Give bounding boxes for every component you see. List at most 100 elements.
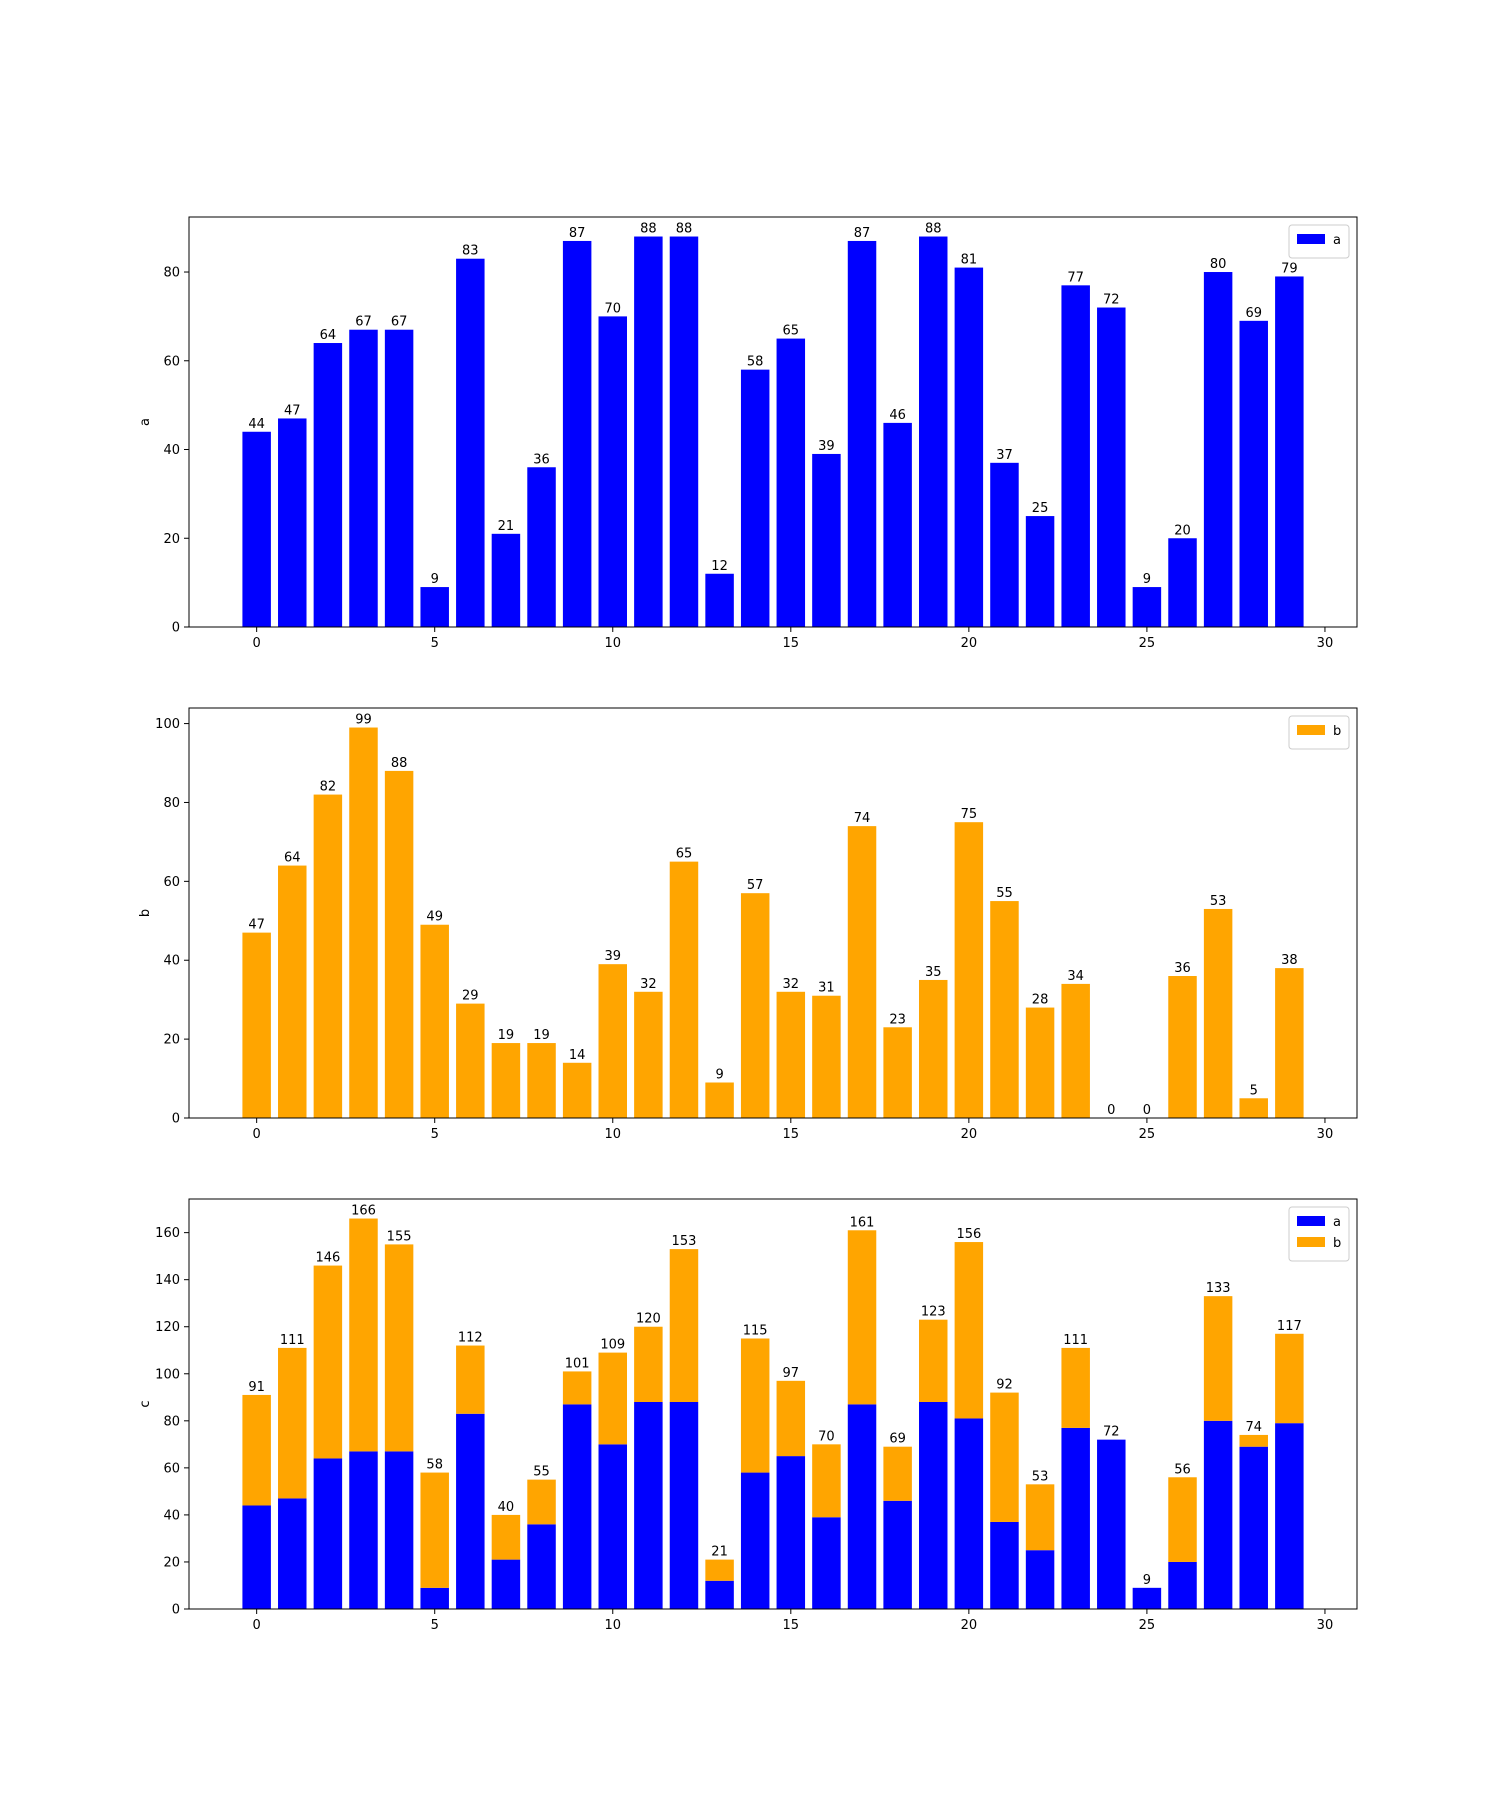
y-tick-label: 140 bbox=[155, 1273, 180, 1288]
bar-b-23 bbox=[1061, 983, 1090, 1118]
bar-value-label: 67 bbox=[391, 315, 408, 330]
bar-b-12 bbox=[669, 1249, 699, 1403]
bar-a-13 bbox=[705, 1580, 734, 1609]
y-tick-label: 20 bbox=[163, 1033, 180, 1048]
x-tick-label: 15 bbox=[783, 636, 800, 651]
bar-a-1 bbox=[278, 418, 307, 627]
y-tick-label: 60 bbox=[163, 875, 180, 890]
bar-a-16 bbox=[812, 453, 841, 627]
bar-b-26 bbox=[1168, 976, 1197, 1118]
bar-value-label: 146 bbox=[315, 1251, 340, 1266]
bar-value-label: 153 bbox=[672, 1234, 697, 1249]
bar-b-1 bbox=[278, 1347, 307, 1499]
bar-a-15 bbox=[776, 338, 806, 627]
bar-b-11 bbox=[634, 1326, 663, 1403]
bar-value-label: 47 bbox=[248, 918, 265, 933]
bar-value-label: 83 bbox=[462, 244, 479, 259]
y-tick-label: 80 bbox=[163, 796, 180, 811]
bar-b-23 bbox=[1061, 1347, 1090, 1428]
bar-value-label: 58 bbox=[426, 1458, 443, 1473]
bar-a-5 bbox=[420, 587, 449, 627]
bar-value-label: 64 bbox=[320, 328, 337, 343]
bar-value-label: 53 bbox=[1210, 894, 1227, 909]
y-tick-label: 160 bbox=[155, 1226, 180, 1241]
bar-value-label: 14 bbox=[569, 1048, 586, 1063]
bar-b-20 bbox=[954, 1242, 984, 1419]
x-tick-label: 5 bbox=[431, 1618, 439, 1633]
bar-value-label: 69 bbox=[1245, 306, 1262, 321]
bar-value-label: 69 bbox=[889, 1432, 906, 1447]
bar-value-label: 123 bbox=[921, 1305, 946, 1320]
bar-b-1 bbox=[278, 865, 307, 1118]
x-tick-label: 5 bbox=[431, 1127, 439, 1142]
bar-value-label: 9 bbox=[715, 1068, 723, 1083]
bar-b-6 bbox=[456, 1003, 485, 1118]
bar-a-1 bbox=[278, 1498, 307, 1609]
bar-b-17 bbox=[847, 826, 877, 1118]
bar-value-label: 88 bbox=[925, 222, 942, 237]
bar-value-label: 36 bbox=[533, 452, 550, 467]
bar-a-17 bbox=[847, 1404, 877, 1609]
bar-b-6 bbox=[456, 1345, 485, 1414]
bar-value-label: 99 bbox=[355, 713, 372, 728]
bar-value-label: 101 bbox=[565, 1356, 590, 1371]
bar-a-6 bbox=[456, 258, 485, 627]
bar-b-19 bbox=[919, 979, 948, 1118]
bar-a-10 bbox=[598, 316, 627, 627]
y-tick-label: 20 bbox=[163, 532, 180, 547]
bar-value-label: 19 bbox=[533, 1028, 550, 1043]
x-tick-label: 30 bbox=[1317, 1127, 1334, 1142]
x-tick-label: 10 bbox=[604, 636, 621, 651]
y-axis-label: b bbox=[138, 909, 153, 917]
bar-b-22 bbox=[1025, 1007, 1055, 1118]
bar-a-29 bbox=[1275, 1423, 1304, 1609]
x-tick-label: 0 bbox=[253, 1127, 261, 1142]
bar-a-29 bbox=[1275, 276, 1304, 627]
x-tick-label: 10 bbox=[604, 1618, 621, 1633]
bar-a-9 bbox=[562, 240, 592, 627]
bar-a-21 bbox=[990, 1521, 1019, 1609]
bar-value-label: 77 bbox=[1067, 270, 1084, 285]
bar-value-label: 21 bbox=[711, 1545, 728, 1560]
bar-b-5 bbox=[420, 924, 449, 1118]
bar-value-label: 70 bbox=[818, 1429, 835, 1444]
y-axis-label: c bbox=[138, 1400, 153, 1407]
bar-b-14 bbox=[740, 893, 770, 1118]
bar-value-label: 97 bbox=[783, 1366, 800, 1381]
bar-a-9 bbox=[562, 1404, 592, 1609]
bar-value-label: 74 bbox=[1245, 1420, 1262, 1435]
bar-a-4 bbox=[384, 1451, 414, 1609]
bar-a-23 bbox=[1061, 285, 1090, 627]
bar-b-13 bbox=[705, 1082, 734, 1118]
bar-a-16 bbox=[812, 1517, 841, 1609]
bar-value-label: 88 bbox=[676, 222, 693, 237]
y-tick-label: 80 bbox=[163, 1414, 180, 1429]
legend-swatch-b bbox=[1297, 1237, 1325, 1247]
bar-b-21 bbox=[990, 1392, 1019, 1522]
bar-b-29 bbox=[1275, 1333, 1304, 1424]
bar-value-label: 87 bbox=[569, 226, 586, 241]
bar-value-label: 117 bbox=[1277, 1319, 1302, 1334]
bar-value-label: 65 bbox=[676, 847, 693, 862]
bar-value-label: 56 bbox=[1174, 1462, 1191, 1477]
chart-3: 9111114616615558112405510110912015321115… bbox=[138, 1198, 1358, 1633]
legend-label-b: b bbox=[1333, 1236, 1341, 1251]
bar-b-22 bbox=[1025, 1484, 1055, 1551]
bar-b-12 bbox=[669, 861, 699, 1118]
bar-value-label: 111 bbox=[1063, 1333, 1088, 1348]
x-tick-label: 5 bbox=[431, 636, 439, 651]
bar-value-label: 161 bbox=[850, 1215, 875, 1230]
bar-a-2 bbox=[313, 1458, 343, 1609]
bar-value-label: 25 bbox=[1032, 501, 1049, 516]
legend: a bbox=[1288, 224, 1350, 259]
y-tick-label: 100 bbox=[155, 717, 180, 732]
bar-value-label: 32 bbox=[783, 977, 800, 992]
bar-a-20 bbox=[954, 267, 984, 627]
y-axis-label: a bbox=[138, 418, 153, 426]
bar-b-3 bbox=[349, 1218, 378, 1452]
bar-a-17 bbox=[847, 240, 877, 627]
y-tick-label: 0 bbox=[172, 1112, 180, 1127]
bar-value-label: 31 bbox=[818, 981, 835, 996]
bar-a-22 bbox=[1025, 516, 1055, 627]
